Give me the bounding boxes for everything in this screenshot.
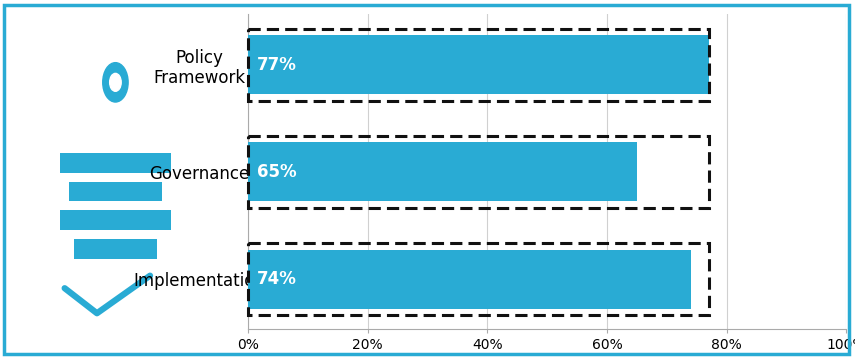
Text: 65%: 65% bbox=[257, 163, 297, 181]
Text: Policy: Policy bbox=[68, 32, 162, 60]
Bar bbox=[74, 239, 157, 258]
Text: 74%: 74% bbox=[257, 270, 297, 288]
FancyBboxPatch shape bbox=[65, 64, 166, 132]
Bar bbox=[60, 153, 171, 173]
Circle shape bbox=[103, 63, 128, 102]
Bar bbox=[69, 182, 162, 201]
Bar bbox=[248, 142, 637, 201]
Bar bbox=[248, 35, 709, 94]
Bar bbox=[248, 250, 691, 309]
Circle shape bbox=[109, 73, 121, 91]
Bar bbox=[60, 210, 171, 230]
Text: 77%: 77% bbox=[257, 55, 297, 74]
FancyBboxPatch shape bbox=[27, 79, 203, 308]
